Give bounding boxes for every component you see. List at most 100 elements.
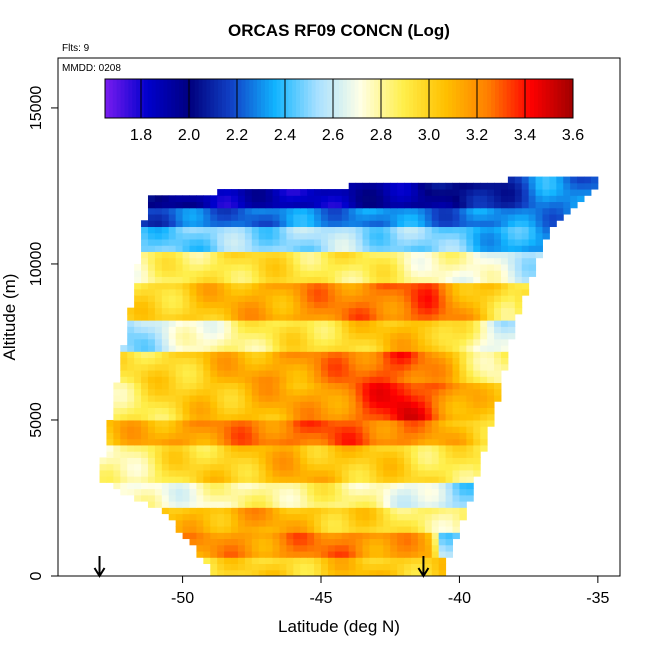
heatmap-cell bbox=[237, 370, 246, 377]
heatmap-cell bbox=[404, 263, 412, 271]
heatmap-cell bbox=[348, 220, 357, 228]
heatmap-cell bbox=[348, 276, 357, 284]
heatmap-cell bbox=[258, 382, 267, 390]
heatmap-cell bbox=[362, 326, 370, 334]
heatmap-cell bbox=[348, 351, 357, 359]
colorbar-swatch bbox=[537, 79, 543, 118]
heatmap-cell bbox=[258, 438, 267, 446]
heatmap-cell bbox=[417, 182, 426, 190]
heatmap-cell bbox=[279, 488, 287, 496]
heatmap-cell bbox=[362, 238, 370, 246]
heatmap-cell bbox=[286, 220, 294, 228]
heatmap-cell bbox=[279, 313, 287, 321]
heatmap-cell bbox=[141, 444, 149, 452]
heatmap-cell bbox=[341, 426, 350, 433]
heatmap-cell bbox=[445, 376, 454, 384]
heatmap-cell bbox=[196, 295, 204, 302]
heatmap-cell bbox=[147, 338, 156, 346]
heatmap-cell bbox=[383, 519, 391, 527]
heatmap-cell bbox=[237, 201, 246, 209]
heatmap-cell bbox=[154, 488, 163, 496]
heatmap-cell bbox=[127, 326, 135, 334]
heatmap-cell bbox=[473, 288, 481, 296]
heatmap-cell bbox=[127, 438, 135, 446]
heatmap-cell bbox=[390, 238, 398, 246]
colorbar-swatch bbox=[534, 79, 539, 118]
heatmap-cell bbox=[307, 551, 315, 558]
heatmap-cell bbox=[376, 351, 384, 359]
heatmap-cell bbox=[452, 532, 460, 540]
heatmap-cell bbox=[369, 463, 377, 471]
heatmap-cell bbox=[237, 388, 246, 396]
heatmap-cell bbox=[293, 501, 301, 508]
heatmap-cell bbox=[265, 201, 274, 209]
heatmap-cell bbox=[473, 301, 481, 309]
heatmap-cell bbox=[417, 476, 426, 483]
heatmap-cell bbox=[272, 419, 280, 427]
heatmap-cell bbox=[244, 526, 253, 533]
heatmap-cell bbox=[327, 226, 336, 234]
heatmap-cell bbox=[348, 544, 357, 552]
heatmap-cell bbox=[410, 413, 419, 421]
heatmap-cell bbox=[459, 207, 467, 215]
heatmap-cell bbox=[417, 469, 426, 477]
heatmap-cell bbox=[383, 270, 391, 277]
heatmap-cell bbox=[542, 189, 550, 196]
heatmap-cell bbox=[251, 332, 260, 340]
heatmap-cell bbox=[487, 238, 495, 246]
heatmap-cell bbox=[417, 388, 426, 396]
heatmap-cell bbox=[494, 276, 502, 284]
heatmap-cell bbox=[182, 207, 190, 215]
heatmap-cell bbox=[431, 507, 440, 515]
heatmap-cell bbox=[231, 332, 239, 340]
heatmap-cell bbox=[127, 432, 135, 440]
heatmap-cell bbox=[459, 301, 467, 309]
heatmap-cell bbox=[120, 476, 128, 483]
heatmap-cell bbox=[147, 270, 156, 277]
heatmap-cell bbox=[265, 563, 274, 571]
heatmap-cell bbox=[293, 257, 301, 265]
heatmap-cell bbox=[307, 282, 315, 290]
heatmap-cell bbox=[141, 494, 149, 502]
heatmap-cell bbox=[189, 338, 197, 346]
heatmap-cell bbox=[362, 507, 370, 515]
heatmap-cell bbox=[327, 519, 336, 527]
heatmap-cell bbox=[528, 214, 537, 221]
heatmap-cell bbox=[231, 507, 239, 515]
heatmap-cell bbox=[487, 232, 495, 240]
heatmap-cell bbox=[327, 532, 336, 540]
heatmap-cell bbox=[424, 195, 433, 203]
heatmap-cell bbox=[507, 232, 516, 240]
heatmap-cell bbox=[237, 263, 246, 271]
heatmap-cell bbox=[134, 401, 142, 408]
heatmap-cell bbox=[203, 263, 211, 271]
heatmap-cell bbox=[286, 307, 294, 315]
heatmap-cell bbox=[528, 232, 537, 240]
heatmap-cell bbox=[182, 301, 190, 309]
heatmap-cell bbox=[168, 413, 177, 421]
heatmap-cell bbox=[445, 407, 454, 415]
heatmap-cell bbox=[300, 189, 308, 196]
heatmap-cell bbox=[507, 257, 516, 265]
heatmap-cell bbox=[293, 438, 301, 446]
heatmap-cell bbox=[348, 438, 357, 446]
heatmap-cell bbox=[390, 513, 398, 521]
heatmap-cell bbox=[168, 282, 177, 290]
heatmap-cell bbox=[369, 307, 377, 315]
heatmap-cell bbox=[383, 413, 391, 421]
heatmap-cell bbox=[210, 195, 218, 203]
heatmap-cell bbox=[154, 282, 163, 290]
heatmap-cell bbox=[321, 451, 329, 458]
heatmap-cell bbox=[369, 295, 377, 302]
heatmap-cell bbox=[258, 195, 267, 203]
heatmap-cell bbox=[480, 426, 488, 433]
heatmap-cell bbox=[113, 463, 121, 471]
heatmap-cell bbox=[251, 351, 260, 359]
heatmap-cell bbox=[168, 263, 177, 271]
heatmap-cell bbox=[175, 501, 184, 508]
heatmap-cell bbox=[376, 182, 384, 190]
heatmap-cell bbox=[141, 282, 149, 290]
heatmap-cell bbox=[404, 207, 412, 215]
heatmap-cell bbox=[217, 320, 225, 327]
heatmap-cell bbox=[161, 320, 170, 327]
